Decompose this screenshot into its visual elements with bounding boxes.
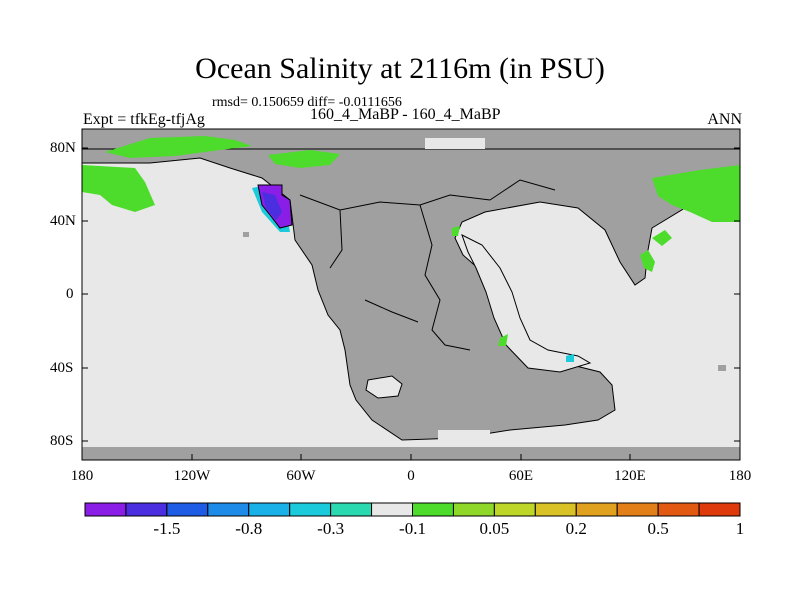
x-tick-label-180e: 180 [728, 468, 752, 484]
colorbar-label-3: -0.1 [399, 519, 426, 538]
positive-anomaly-inland-west [452, 226, 460, 236]
colorbar-swatch-7 [371, 502, 413, 517]
y-tick-label-40s: 40S [50, 360, 74, 376]
land-arctic-band [82, 129, 740, 149]
x-tick-label-180w: 180 [70, 468, 94, 484]
colorbar-swatch-12 [575, 502, 618, 517]
land-antarctic-band [82, 447, 740, 460]
y-tick-label-40n: 40N [50, 213, 76, 229]
ocean-inland-sea [461, 233, 592, 373]
colorbar-swatch-0 [84, 502, 127, 517]
season-label: ANN [707, 111, 742, 128]
colorbar-swatch-11 [534, 502, 577, 517]
colorbar-swatch-13 [616, 502, 659, 517]
positive-anomaly-arctic [105, 136, 252, 158]
positive-anomaly-northwest-pacific [652, 165, 740, 222]
land-island-2 [243, 232, 249, 237]
ocean-lake [365, 375, 403, 399]
colorbar-swatch-2 [166, 502, 209, 517]
map-panel [81, 128, 741, 461]
land-island-1 [718, 365, 726, 371]
colorbar-swatch-1 [125, 502, 168, 517]
colorbar-label-2: -0.3 [317, 519, 345, 538]
colorbar-label-1: -0.8 [235, 519, 263, 538]
negative-anomaly-inner [262, 192, 282, 220]
experiment-label: Expt = tfkEg-tfjAg [83, 111, 205, 128]
y-tick-label-0: 0 [66, 286, 74, 302]
ocean-arctic-gap [425, 138, 485, 149]
positive-anomaly-island [640, 250, 655, 272]
colorbar [84, 502, 741, 517]
colorbar-swatch-9 [452, 502, 495, 517]
colorbar-swatch-8 [412, 502, 454, 517]
x-tick-label-60w: 60W [286, 468, 316, 484]
colorbar-swatch-10 [493, 502, 536, 517]
colorbar-swatch-5 [289, 502, 332, 517]
map-title: Ocean Salinity at 2116m (in PSU) [195, 52, 605, 85]
x-tick-label-120w: 120W [173, 468, 211, 484]
colorbar-label-7: 1 [735, 519, 745, 538]
colorbar-label-5: 0.2 [565, 519, 587, 538]
x-tick-label-0: 0 [407, 468, 415, 484]
y-tick-label-80n: 80N [50, 140, 76, 156]
positive-anomaly-north-pacific-west [82, 165, 155, 212]
positive-anomaly-arctic-east [268, 150, 340, 168]
colorbar-swatch-6 [330, 502, 373, 517]
colorbar-swatch-15 [698, 502, 741, 517]
colorbar-label-0: -1.5 [153, 519, 181, 538]
land-boundary-lines [299, 179, 556, 351]
y-tick-label-80s: 80S [50, 433, 74, 449]
positive-anomaly-inland-south [498, 334, 508, 346]
colorbar-swatch-4 [248, 502, 291, 517]
period-label: 160_4_MaBP - 160_4_MaBP [310, 106, 501, 123]
ocean-south-inlet [438, 430, 490, 440]
colorbar-label-8: 2 [792, 519, 800, 539]
cyan-anomaly-small [566, 354, 574, 362]
x-tick-label-120e: 120E [614, 468, 646, 484]
colorbar-label-6: 0.5 [647, 519, 669, 538]
x-tick-label-60e: 60E [508, 468, 534, 484]
colorbar-swatch-14 [657, 502, 700, 517]
colorbar-label-4: 0.05 [479, 519, 510, 538]
colorbar-swatch-3 [207, 502, 250, 517]
stats-label: rmsd= 0.150659 diff= -0.0111656 [212, 95, 402, 110]
positive-anomaly-east-coast [652, 230, 672, 246]
